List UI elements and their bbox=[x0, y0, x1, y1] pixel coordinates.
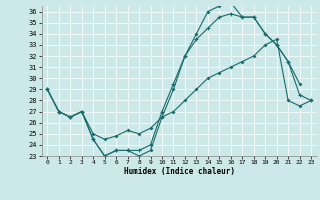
X-axis label: Humidex (Indice chaleur): Humidex (Indice chaleur) bbox=[124, 167, 235, 176]
